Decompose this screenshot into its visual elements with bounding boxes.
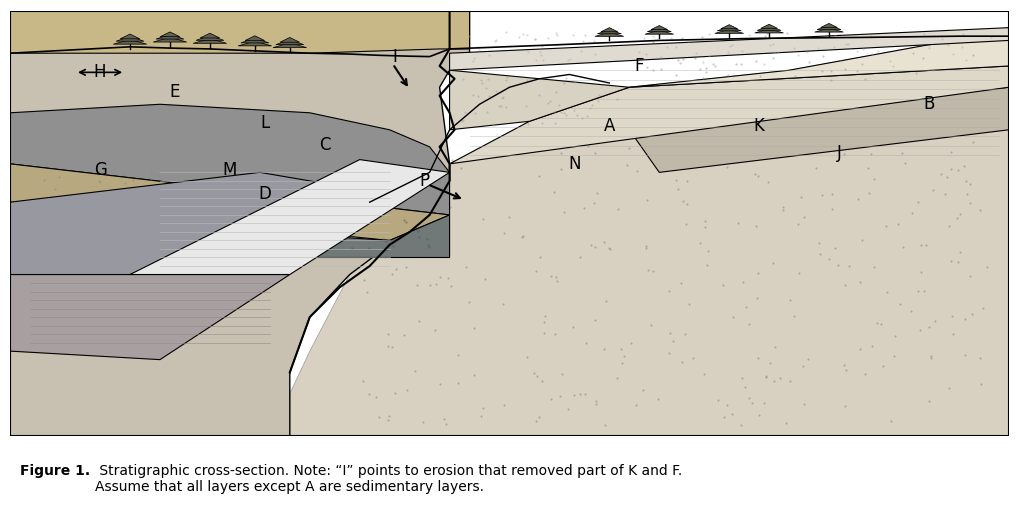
Polygon shape	[289, 28, 1009, 436]
Text: Figure 1.: Figure 1.	[20, 464, 91, 478]
Polygon shape	[449, 66, 1009, 164]
Polygon shape	[720, 24, 738, 29]
Polygon shape	[601, 28, 618, 32]
Polygon shape	[10, 11, 470, 53]
Polygon shape	[10, 172, 360, 275]
Polygon shape	[116, 36, 144, 41]
Polygon shape	[273, 43, 307, 47]
Polygon shape	[194, 38, 226, 43]
Polygon shape	[714, 29, 744, 34]
Text: E: E	[170, 82, 180, 101]
Polygon shape	[645, 30, 674, 34]
Polygon shape	[761, 24, 777, 28]
Polygon shape	[276, 40, 304, 45]
Polygon shape	[651, 26, 667, 30]
Text: P: P	[420, 172, 430, 190]
Polygon shape	[238, 41, 272, 46]
Text: A: A	[603, 117, 615, 135]
Polygon shape	[595, 32, 624, 36]
Polygon shape	[814, 28, 844, 32]
Polygon shape	[10, 275, 289, 360]
Polygon shape	[647, 28, 672, 32]
Polygon shape	[245, 36, 265, 40]
Polygon shape	[120, 34, 140, 39]
Polygon shape	[200, 33, 220, 38]
Text: G: G	[94, 161, 107, 179]
Text: L: L	[260, 114, 269, 132]
Text: M: M	[223, 161, 237, 179]
Polygon shape	[153, 37, 186, 42]
Text: H: H	[94, 63, 106, 81]
Text: J: J	[837, 144, 842, 162]
Polygon shape	[10, 104, 449, 215]
Polygon shape	[10, 164, 449, 240]
Polygon shape	[240, 38, 269, 43]
Polygon shape	[210, 215, 449, 257]
Polygon shape	[755, 29, 784, 33]
Text: C: C	[319, 136, 330, 154]
Text: K: K	[754, 117, 764, 135]
Polygon shape	[156, 34, 184, 39]
Polygon shape	[449, 28, 1009, 70]
Polygon shape	[10, 11, 470, 436]
Text: N: N	[569, 155, 581, 173]
Polygon shape	[817, 26, 841, 30]
Text: F: F	[635, 57, 644, 75]
Polygon shape	[717, 27, 741, 31]
Polygon shape	[449, 70, 630, 130]
Text: D: D	[259, 185, 271, 203]
Polygon shape	[597, 30, 622, 34]
Text: B: B	[923, 95, 934, 113]
Polygon shape	[757, 26, 782, 30]
Text: I: I	[392, 48, 397, 66]
Text: Stratigraphic cross-section. Note: “I” points to erosion that removed part of K : Stratigraphic cross-section. Note: “I” p…	[95, 464, 683, 494]
Polygon shape	[113, 39, 147, 44]
Polygon shape	[630, 87, 1009, 172]
Polygon shape	[160, 32, 179, 37]
Polygon shape	[820, 23, 838, 28]
Polygon shape	[130, 160, 449, 275]
Polygon shape	[196, 36, 224, 40]
Polygon shape	[630, 28, 1009, 87]
Polygon shape	[280, 37, 300, 42]
